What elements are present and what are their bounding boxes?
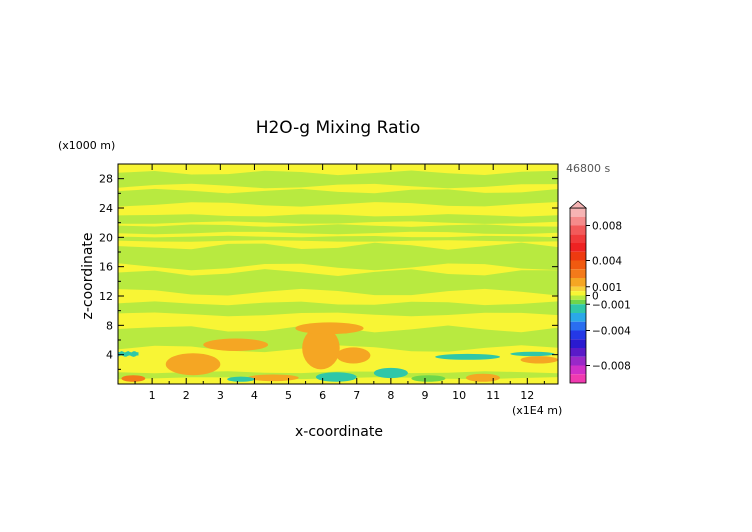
colorbar-extend-arrow — [568, 200, 588, 209]
colorbar-level — [570, 330, 586, 340]
x-tick-label: 11 — [486, 389, 500, 402]
y-tick-label: 16 — [99, 261, 113, 274]
field-band — [118, 351, 139, 357]
y-tick-label: 4 — [106, 349, 113, 362]
colorbar-level — [570, 269, 586, 278]
x-tick-label: 12 — [520, 389, 534, 402]
field-blob — [165, 353, 221, 376]
field-blob — [465, 373, 501, 382]
colorbar-level — [570, 348, 586, 357]
field-blob — [203, 338, 269, 351]
colorbar-level — [570, 299, 586, 305]
field-band — [118, 170, 558, 189]
colorbar-label: −0.001 — [592, 299, 631, 311]
field-band — [118, 269, 558, 296]
field-blob — [227, 376, 255, 382]
field-blob — [373, 367, 408, 379]
time-label: 46800 s — [566, 162, 610, 175]
y-axis-label: z-coordinate — [80, 232, 96, 319]
field-blob — [510, 351, 555, 357]
x-tick-label: 6 — [319, 389, 326, 402]
x-tick-label: 3 — [217, 389, 224, 402]
colorbar-level — [570, 339, 586, 348]
colorbar-level — [570, 365, 586, 375]
x-tick-label: 7 — [353, 389, 360, 402]
field-blob — [121, 375, 146, 382]
colorbar-level — [570, 374, 586, 383]
y-tick-label: 28 — [99, 173, 113, 186]
x-axis-label: x-coordinate — [295, 424, 383, 440]
field-band — [118, 235, 558, 242]
field-blob — [520, 356, 558, 364]
colorbar-level — [570, 251, 586, 261]
colorbar-level — [570, 278, 586, 287]
chart-title: H2O-g Mixing Ratio — [256, 118, 421, 138]
field-blob — [336, 347, 371, 364]
colorbar-label: 0 — [592, 291, 599, 303]
colorbar-level — [570, 286, 586, 292]
colorbar-level — [570, 216, 586, 226]
y-tick-label: 12 — [99, 290, 113, 303]
colorbar-label: 0.008 — [592, 221, 622, 233]
field-blob — [247, 374, 299, 382]
plot-border — [117, 163, 559, 385]
field-band — [118, 301, 558, 317]
colorbar-label: −0.008 — [592, 361, 631, 373]
y-tick-label: 20 — [99, 231, 113, 244]
colorbar-level — [570, 321, 586, 331]
colorbar-level — [570, 313, 586, 322]
colorbar-level — [570, 295, 586, 300]
colorbar-level — [570, 234, 586, 243]
x-tick-label: 9 — [421, 389, 428, 402]
colorbar-label: −0.004 — [592, 326, 631, 338]
field-blob — [411, 375, 446, 382]
x-tick-label: 8 — [387, 389, 394, 402]
x-axis-ticks: 1 2 3 4 5 6 7 8 9 10 11 12 — [134, 164, 545, 402]
x-tick-label: 2 — [183, 389, 190, 402]
x-tick-label: 4 — [251, 389, 258, 402]
colorbar-level — [570, 225, 586, 235]
field-blob — [295, 322, 364, 335]
colorbar-level — [570, 291, 586, 296]
x-unit-label: (x1E4 m) — [512, 404, 562, 417]
field-band — [118, 224, 558, 235]
field-blob — [315, 372, 357, 382]
field-band — [118, 214, 558, 224]
y-unit-label: (x1000 m) — [58, 139, 115, 152]
colorbar-level — [570, 304, 586, 313]
y-axis-ticks: 4 8 12 16 20 24 28 — [99, 173, 558, 370]
x-tick-label: 10 — [452, 389, 466, 402]
colorbar-label: 0.001 — [592, 282, 622, 294]
x-tick-label: 5 — [285, 389, 292, 402]
x-tick-label: 1 — [149, 389, 156, 402]
field-blob — [302, 326, 340, 370]
colorbar-level — [570, 356, 586, 366]
plot-frame — [117, 163, 559, 385]
colorbar-level — [570, 243, 586, 252]
colorbar-label: 0.004 — [592, 256, 622, 268]
heatmap-field — [118, 164, 558, 384]
field-band — [118, 242, 558, 271]
y-tick-label: 8 — [106, 319, 113, 332]
colorbar-level — [570, 208, 586, 217]
field-blob — [435, 353, 501, 360]
y-tick-label: 24 — [99, 202, 113, 215]
field-band — [118, 188, 558, 207]
colorbar-level — [570, 260, 586, 270]
